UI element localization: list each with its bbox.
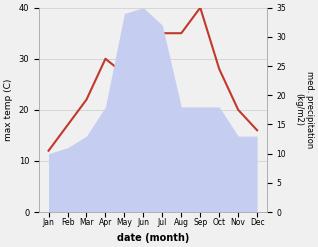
- Y-axis label: med. precipitation
(kg/m2): med. precipitation (kg/m2): [294, 71, 314, 148]
- Y-axis label: max temp (C): max temp (C): [4, 79, 13, 141]
- X-axis label: date (month): date (month): [117, 233, 189, 243]
